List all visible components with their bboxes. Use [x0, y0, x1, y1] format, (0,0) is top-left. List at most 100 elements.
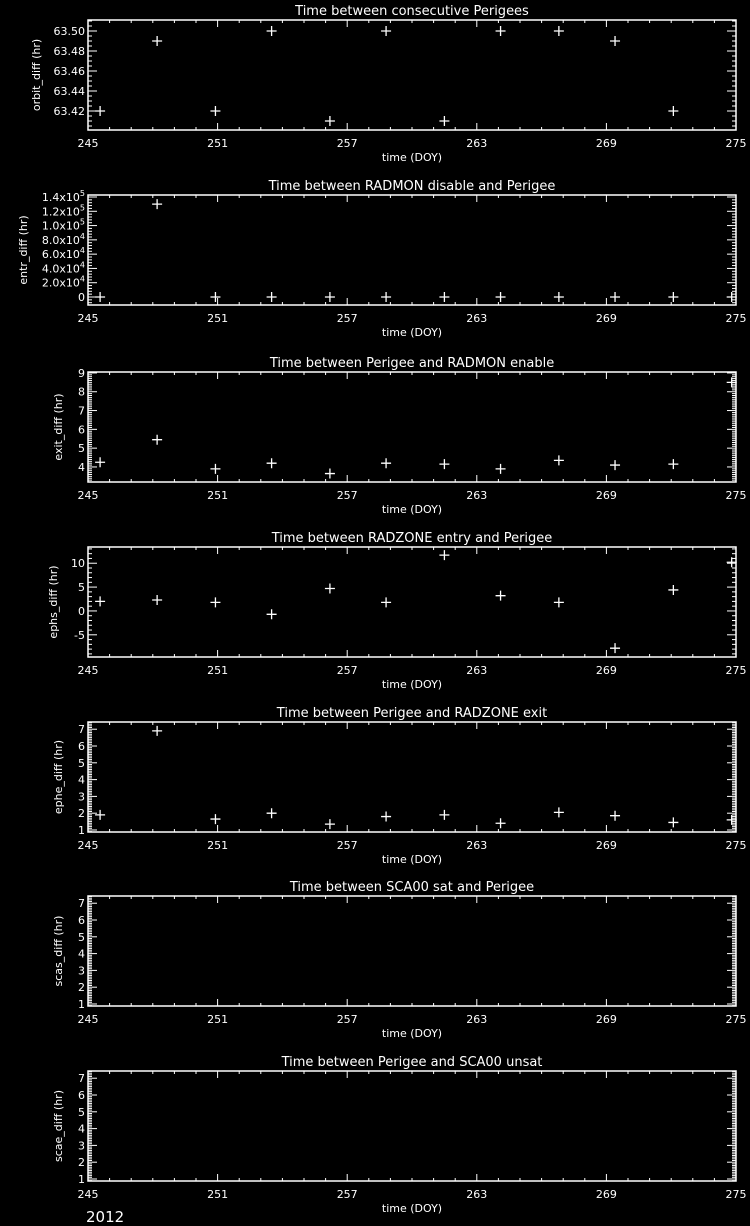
data-point — [95, 292, 106, 302]
y-tick-label: 2 — [78, 807, 85, 820]
y-tick-label: 2 — [78, 1156, 85, 1169]
y-axis-label: ephe_diff (hr) — [52, 740, 65, 814]
data-point — [495, 292, 506, 302]
y-tick-label: 5 — [78, 442, 85, 455]
data-point — [610, 643, 621, 654]
x-tick-label: 263 — [466, 839, 487, 852]
plot-frame — [87, 546, 737, 658]
y-tick-label: 5 — [78, 757, 85, 770]
data-point — [152, 594, 163, 605]
panel-1: Time between consecutive Perigees 245 251 2… — [30, 4, 747, 164]
y-tick-label: 63.46 — [54, 65, 86, 78]
x-tick-label: 257 — [337, 839, 358, 852]
x-tick-label: 269 — [596, 664, 617, 677]
data-point — [210, 814, 221, 825]
x-tick-label: 275 — [726, 1188, 747, 1201]
y-tick-label: 3 — [78, 790, 85, 803]
x-tick-label: 275 — [726, 137, 747, 150]
data-point — [152, 36, 163, 46]
data-point — [95, 809, 106, 820]
data-point — [324, 819, 335, 830]
panel-title: Time between consecutive Perigees — [294, 4, 529, 19]
data-point — [553, 26, 564, 36]
x-tick-label: 263 — [466, 489, 487, 502]
y-tick-label: 6 — [78, 423, 85, 436]
x-tick-label: 269 — [596, 1188, 617, 1201]
x-axis-label: time (DOY) — [382, 151, 442, 164]
panel-title: Time between Perigee and SCA00 unsat — [281, 1055, 543, 1070]
y-tick-label: 3 — [78, 964, 85, 977]
y-axis-label: scas_diff (hr) — [52, 916, 65, 987]
plot-frame — [87, 371, 737, 483]
y-tick-label: 6 — [78, 1089, 85, 1102]
x-tick-label: 263 — [466, 664, 487, 677]
x-tick-label: 257 — [337, 312, 358, 325]
y-axis-label: exit_diff (hr) — [52, 393, 65, 460]
panel-4: Time between RADZONE entry and Perigee 24… — [47, 531, 747, 691]
y-tick-label: 9 — [78, 367, 85, 380]
x-tick-label: 275 — [726, 664, 747, 677]
y-tick-label: 1.0x105 — [42, 218, 85, 233]
panel-title: Time between SCA00 sat and Perigee — [289, 880, 534, 895]
x-axis-label: time (DOY) — [382, 1027, 442, 1040]
panel-5: Time between Perigee and RADZONE exit 245… — [52, 706, 747, 866]
y-tick-label: 4 — [78, 461, 85, 474]
x-tick-label: 245 — [78, 137, 99, 150]
data-point — [381, 26, 392, 36]
x-tick-label: 251 — [207, 664, 228, 677]
y-tick-label: 3 — [78, 1139, 85, 1152]
panel-title: Time between RADMON disable and Perigee — [268, 179, 556, 194]
y-tick-label: 63.44 — [54, 85, 86, 98]
data-point — [266, 26, 277, 36]
x-tick-label: 251 — [207, 312, 228, 325]
data-point — [439, 116, 450, 126]
y-tick-label: -5 — [74, 629, 85, 642]
data-point — [610, 292, 621, 302]
data-point — [726, 292, 737, 302]
y-tick-label: 4.0x104 — [42, 260, 85, 275]
x-tick-label: 257 — [337, 1188, 358, 1201]
data-point — [610, 810, 621, 821]
data-point — [95, 596, 106, 607]
y-tick-label: 0 — [78, 291, 85, 304]
data-point — [266, 458, 277, 469]
x-axis-label: time (DOY) — [382, 853, 442, 866]
y-axis-label: ephs_diff (hr) — [47, 565, 60, 638]
y-tick-label: 63.42 — [54, 105, 86, 118]
data-point — [324, 583, 335, 594]
y-tick-label: 1.4x105 — [42, 189, 85, 204]
x-axis-label: time (DOY) — [382, 1202, 442, 1215]
panel-title: Time between Perigee and RADMON enable — [269, 356, 554, 371]
data-point — [152, 199, 163, 210]
x-tick-label: 251 — [207, 839, 228, 852]
data-point — [439, 550, 450, 561]
data-point — [668, 817, 679, 828]
data-point — [726, 557, 737, 568]
data-point — [439, 809, 450, 820]
data-point — [381, 458, 392, 469]
y-tick-label: 2 — [78, 981, 85, 994]
data-point — [439, 459, 450, 470]
x-axis-label: time (DOY) — [382, 326, 442, 339]
data-point — [210, 597, 221, 608]
data-point — [324, 468, 335, 479]
year-label: 2012 — [86, 1208, 125, 1226]
x-tick-label: 245 — [78, 664, 99, 677]
data-point — [668, 292, 679, 302]
data-point — [266, 609, 277, 620]
x-tick-label: 245 — [78, 839, 99, 852]
panel-title: Time between Perigee and RADZONE exit — [276, 706, 547, 721]
y-axis-label: scae_diff (hr) — [52, 1090, 65, 1162]
data-point — [726, 377, 737, 388]
panel-7: Time between Perigee and SCA00 unsat 245 2… — [52, 1055, 747, 1215]
x-tick-label: 245 — [78, 312, 99, 325]
data-point — [495, 26, 506, 36]
x-tick-label: 269 — [596, 1013, 617, 1026]
x-tick-label: 245 — [78, 1188, 99, 1201]
data-point — [668, 106, 679, 116]
x-tick-label: 269 — [596, 137, 617, 150]
y-tick-label: 6.0x104 — [42, 246, 85, 261]
x-tick-label: 275 — [726, 312, 747, 325]
y-tick-label: 7 — [78, 897, 85, 910]
